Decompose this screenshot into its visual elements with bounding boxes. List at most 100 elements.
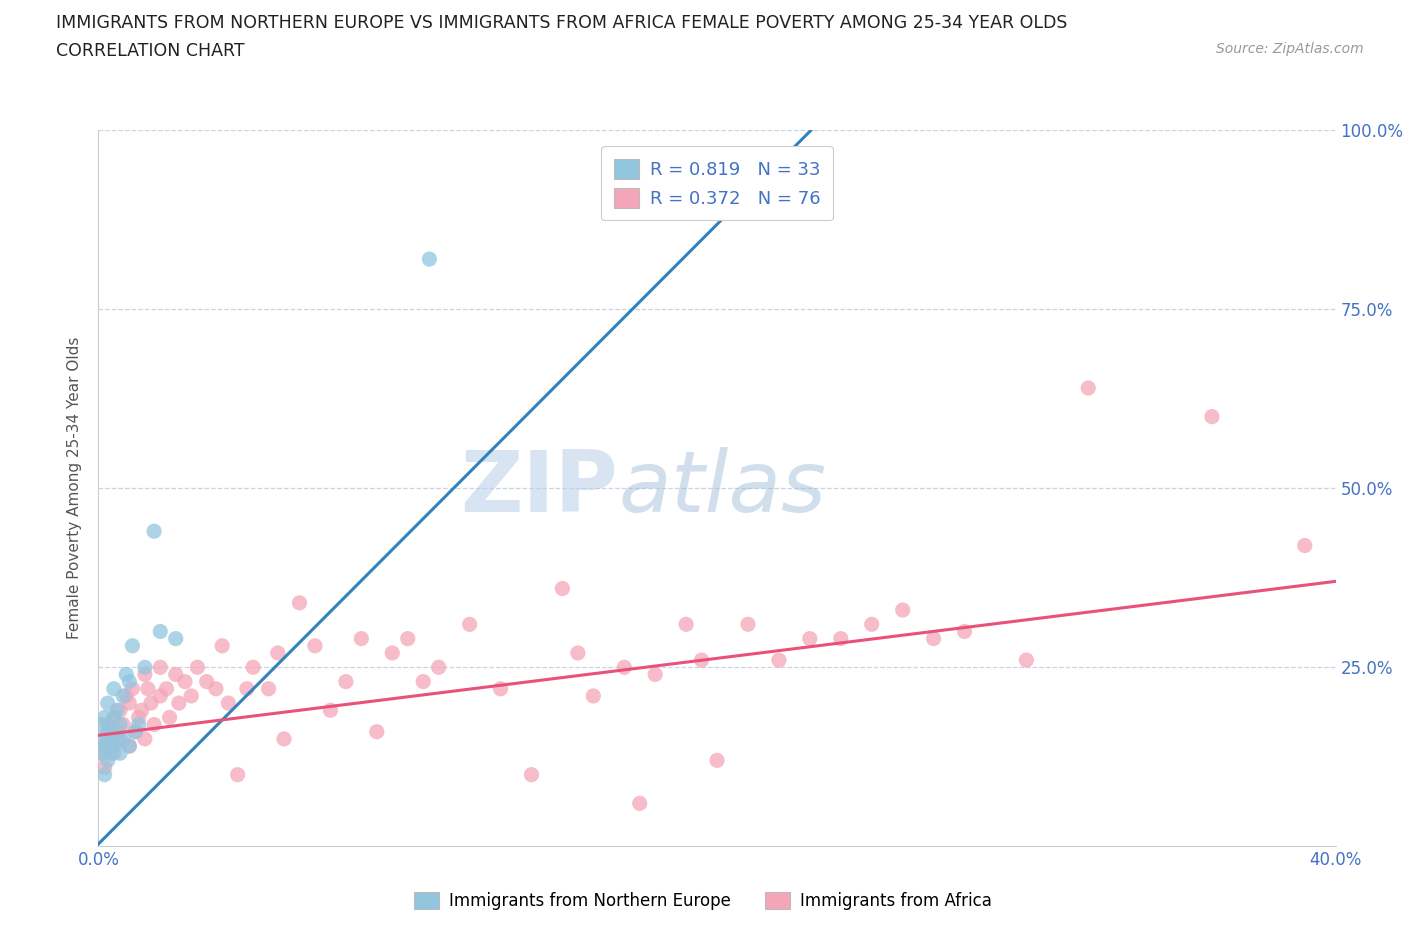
Point xyxy=(105,732,128,747)
Text: IMMIGRANTS FROM NORTHERN EUROPE VS IMMIGRANTS FROM AFRICA FEMALE POVERTY AMONG 2: IMMIGRANTS FROM NORTHERN EUROPE VS IMMIG… xyxy=(56,14,1067,32)
Point xyxy=(165,667,187,682)
Point xyxy=(118,738,141,753)
Point xyxy=(100,746,122,761)
Point xyxy=(121,638,143,653)
Point xyxy=(350,631,373,646)
Point xyxy=(90,732,112,747)
Point xyxy=(124,724,146,739)
Point xyxy=(139,696,162,711)
Point xyxy=(644,667,666,682)
Point xyxy=(136,682,159,697)
Point xyxy=(690,653,713,668)
Point xyxy=(90,746,112,761)
Point xyxy=(273,732,295,747)
Point xyxy=(131,703,153,718)
Point xyxy=(226,767,249,782)
Point xyxy=(174,674,197,689)
Point xyxy=(799,631,821,646)
Point xyxy=(100,738,122,753)
Point xyxy=(891,603,914,618)
Point xyxy=(211,638,233,653)
Point xyxy=(149,688,172,703)
Point xyxy=(304,638,326,653)
Point xyxy=(288,595,311,610)
Text: ZIP: ZIP xyxy=(460,446,619,530)
Point xyxy=(105,724,128,739)
Point xyxy=(90,717,112,732)
Point xyxy=(108,717,131,732)
Point xyxy=(582,688,605,703)
Point xyxy=(366,724,388,739)
Point xyxy=(118,738,141,753)
Point xyxy=(690,159,713,174)
Point xyxy=(752,159,775,174)
Point xyxy=(628,796,651,811)
Point xyxy=(97,753,120,768)
Point xyxy=(128,710,150,724)
Point xyxy=(427,660,450,675)
Point xyxy=(396,631,419,646)
Y-axis label: Female Poverty Among 25-34 Year Olds: Female Poverty Among 25-34 Year Olds xyxy=(67,337,83,640)
Legend: Immigrants from Northern Europe, Immigrants from Africa: Immigrants from Northern Europe, Immigra… xyxy=(408,885,998,917)
Point xyxy=(97,724,120,739)
Point xyxy=(115,667,138,682)
Point xyxy=(205,682,228,697)
Point xyxy=(335,674,357,689)
Point xyxy=(97,717,120,732)
Point xyxy=(167,696,190,711)
Point xyxy=(613,660,636,675)
Point xyxy=(100,724,122,739)
Point xyxy=(242,660,264,675)
Point xyxy=(458,617,481,631)
Point xyxy=(236,682,259,697)
Point xyxy=(90,746,112,761)
Point xyxy=(165,631,187,646)
Point xyxy=(97,732,120,747)
Point xyxy=(155,682,177,697)
Point xyxy=(195,674,218,689)
Point xyxy=(118,674,141,689)
Point xyxy=(489,682,512,697)
Legend: R = 0.819   N = 33, R = 0.372   N = 76: R = 0.819 N = 33, R = 0.372 N = 76 xyxy=(600,146,834,220)
Point xyxy=(186,660,208,675)
Point xyxy=(103,746,125,761)
Point xyxy=(103,738,125,753)
Point xyxy=(1015,653,1038,668)
Point xyxy=(105,703,128,718)
Point xyxy=(860,617,883,631)
Point xyxy=(737,617,759,631)
Point xyxy=(143,717,166,732)
Point xyxy=(143,524,166,538)
Point xyxy=(128,717,150,732)
Point xyxy=(319,703,342,718)
Point xyxy=(124,724,146,739)
Point xyxy=(115,688,138,703)
Text: Source: ZipAtlas.com: Source: ZipAtlas.com xyxy=(1216,42,1364,56)
Text: atlas: atlas xyxy=(619,446,827,530)
Point xyxy=(257,682,280,697)
Point xyxy=(159,710,181,724)
Point xyxy=(768,653,790,668)
Point xyxy=(112,688,135,703)
Point xyxy=(675,617,697,631)
Point xyxy=(134,732,156,747)
Point xyxy=(118,696,141,711)
Point xyxy=(93,738,115,753)
Point xyxy=(520,767,543,782)
Point xyxy=(381,645,404,660)
Point xyxy=(149,624,172,639)
Point xyxy=(103,710,125,724)
Point xyxy=(108,746,131,761)
Point xyxy=(418,252,440,267)
Point xyxy=(93,710,115,724)
Point xyxy=(134,660,156,675)
Point xyxy=(217,696,239,711)
Point xyxy=(112,717,135,732)
Point xyxy=(103,710,125,724)
Point xyxy=(1077,380,1099,395)
Point xyxy=(706,753,728,768)
Point xyxy=(180,688,202,703)
Point xyxy=(97,696,120,711)
Point xyxy=(149,660,172,675)
Point xyxy=(108,732,131,747)
